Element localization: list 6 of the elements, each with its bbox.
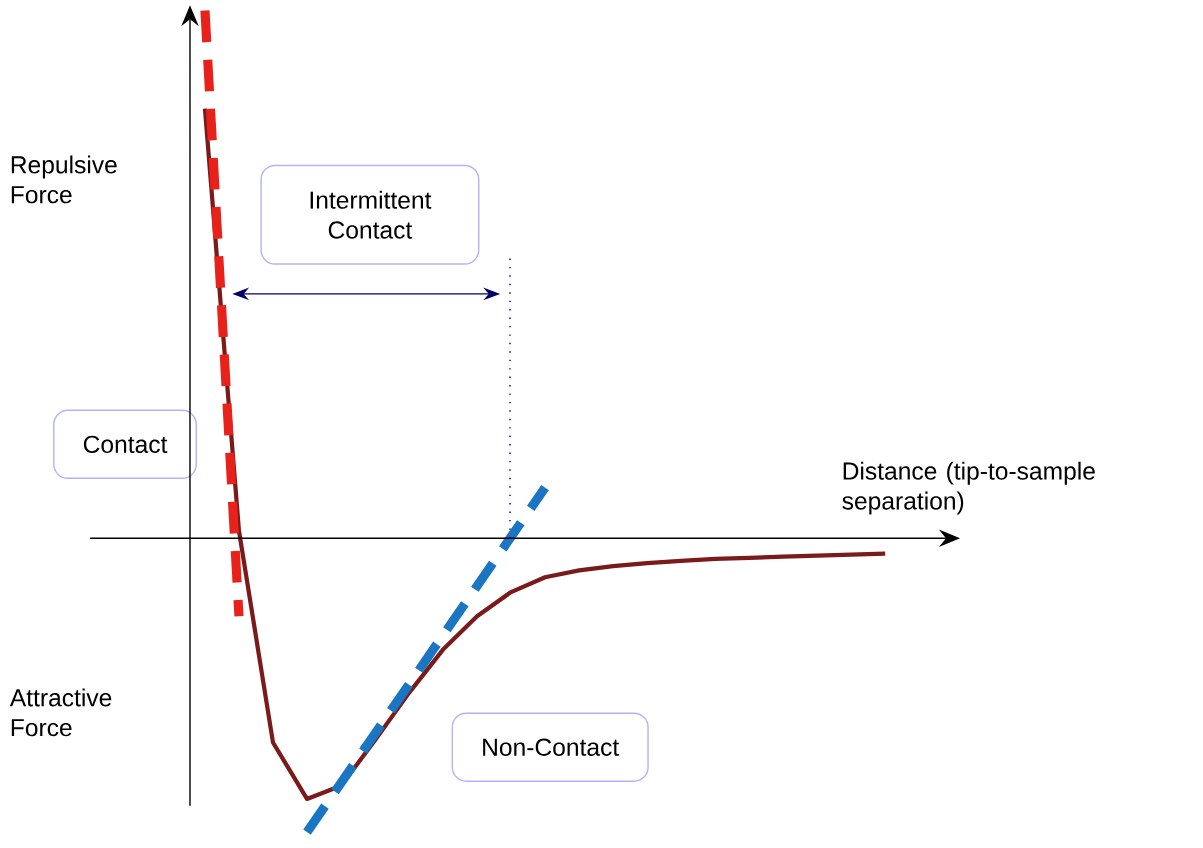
- text: Attractive Force: [9, 688, 112, 737]
- text: Repulsive Force: [11, 155, 117, 204]
- annotation: Intermittent Contact: [310, 190, 432, 239]
- x-axis-title: Distance (tip-to-sample separation): [842, 461, 1095, 515]
- annotation: Non-Contact: [483, 738, 620, 756]
- text: Contact: [83, 435, 168, 453]
